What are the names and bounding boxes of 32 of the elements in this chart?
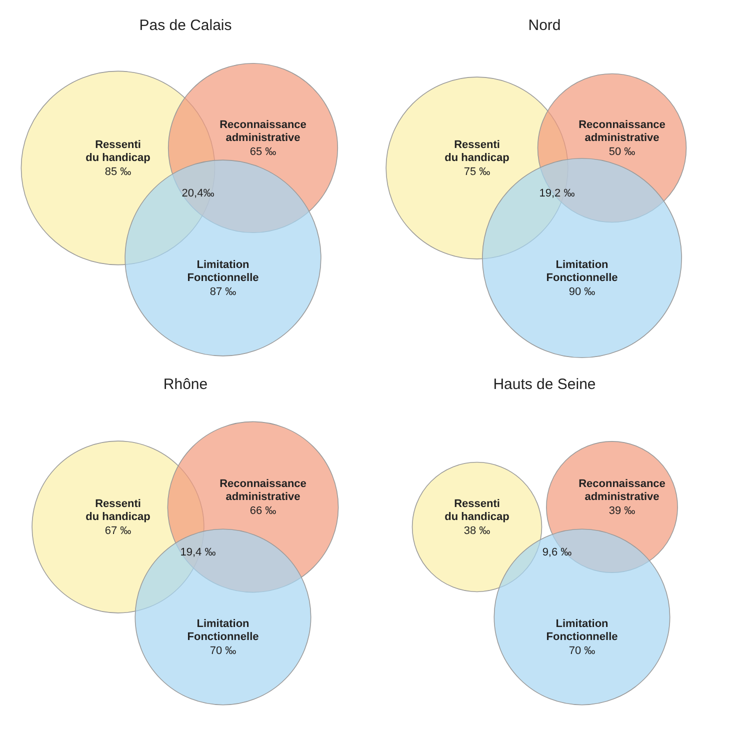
text: Rhône — [163, 376, 208, 393]
text: Hauts de Seine — [493, 376, 596, 393]
category-label: Reconnaissance administrative — [220, 478, 306, 503]
category-label: Limitation Fonctionnelle — [187, 259, 259, 284]
category-label: Limitation Fonctionnelle — [546, 618, 618, 643]
data-label: 50 ‰ — [608, 146, 636, 158]
data-label: 66 ‰ — [250, 505, 276, 517]
category-label: Limitation Fonctionnelle — [546, 259, 618, 284]
data-label: 67 ‰ — [104, 525, 132, 537]
category-label: Reconnaissance administrative — [578, 478, 666, 503]
category-label: Limitation Fonctionnelle — [187, 618, 259, 643]
data-label: 85 ‰ — [104, 166, 132, 178]
data-label: 65 ‰ — [250, 146, 276, 158]
text: Nord — [528, 17, 561, 34]
data-label: 39 ‰ — [608, 505, 636, 517]
text: 19,2 ‰ — [539, 187, 575, 200]
category-label: Reconnaissance administrative — [220, 119, 306, 144]
category-label: Ressenti du handicap — [86, 139, 151, 164]
text: 19,4 ‰ — [180, 546, 216, 558]
data-label: 70 ‰ — [568, 645, 596, 657]
data-label: 90 ‰ — [568, 286, 596, 298]
data-label: 70 ‰ — [210, 645, 236, 657]
data-label: 75 ‰ — [464, 166, 490, 178]
text: 20,4‰ — [182, 187, 214, 200]
data-label: 87 ‰ — [210, 286, 236, 298]
data-label: 38 ‰ — [464, 525, 490, 537]
text: Pas de Calais — [139, 17, 232, 34]
text: 9,6 ‰ — [542, 546, 572, 558]
category-label: Ressenti du handicap — [444, 139, 510, 164]
category-label: Ressenti du handicap — [86, 498, 151, 523]
category-label: Reconnaissance administrative — [578, 119, 666, 144]
category-label: Ressenti du handicap — [444, 498, 510, 523]
